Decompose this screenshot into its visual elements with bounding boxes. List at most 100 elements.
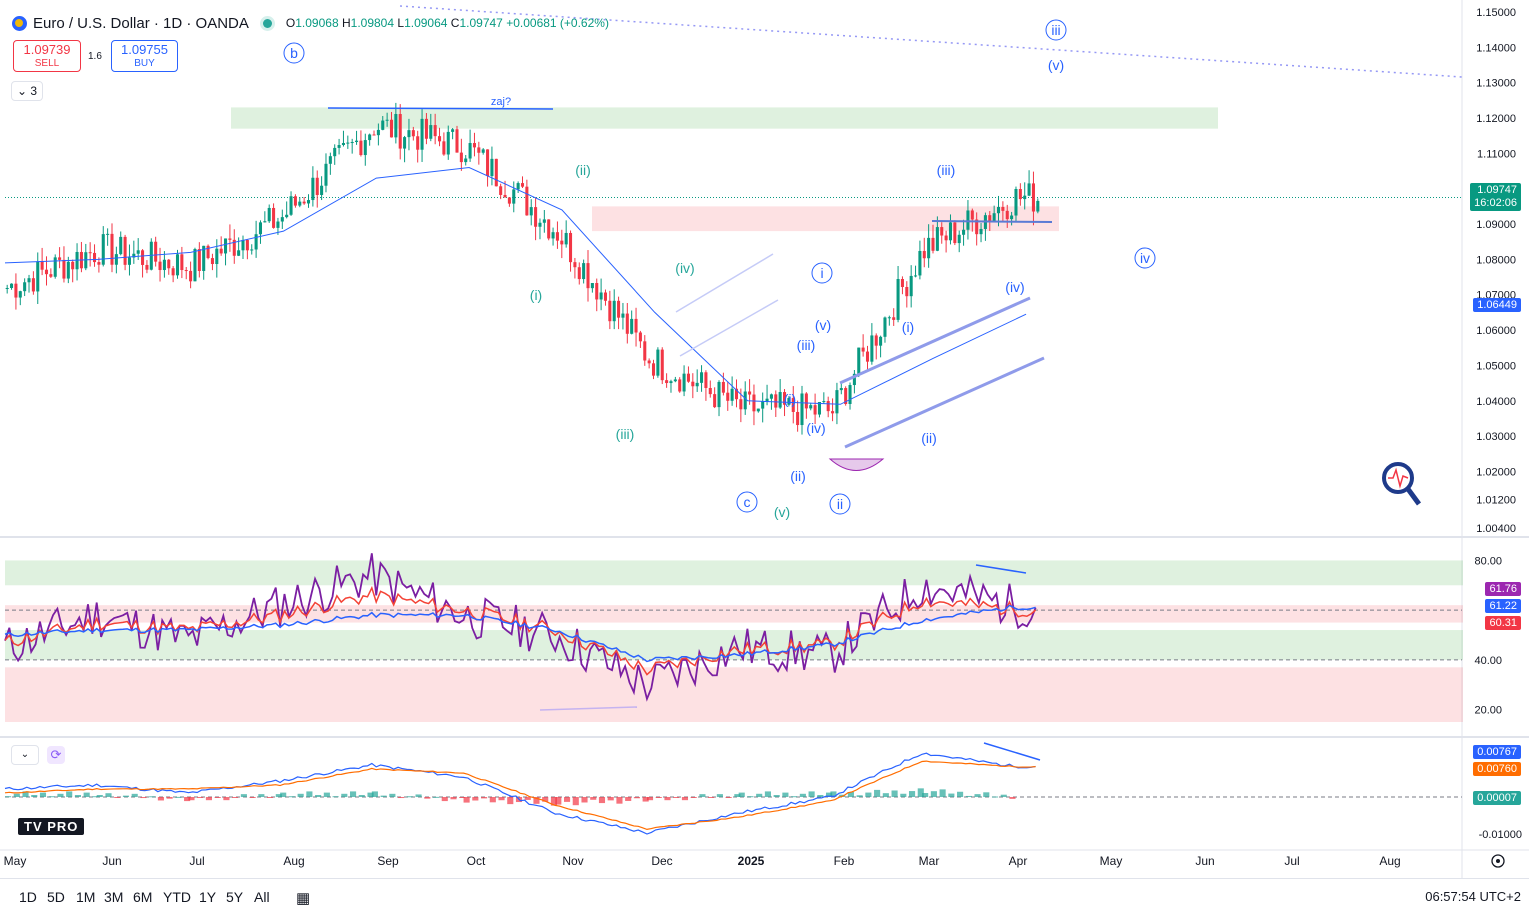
macd-histogram-bar: [188, 797, 195, 801]
candle-body: [730, 388, 734, 401]
macd-histogram-bar: [323, 792, 330, 797]
candle-body: [1001, 206, 1005, 211]
magnifier-handle: [1405, 487, 1422, 506]
tradingview-logo: TV PRO: [18, 818, 85, 835]
macd-histogram-bar: [232, 797, 239, 798]
macd-collapse-button[interactable]: ⌄: [11, 745, 39, 765]
timeframe-1d[interactable]: 1D: [19, 889, 37, 905]
macd-histogram-bar: [826, 792, 833, 797]
clock[interactable]: 06:57:54 UTC+2: [1425, 889, 1521, 904]
macd-histogram-bar: [817, 795, 824, 797]
macd-histogram-bar: [166, 797, 173, 799]
candle-body: [800, 393, 804, 426]
wave-label-circle: [283, 42, 305, 64]
candle-body: [774, 394, 778, 408]
macd-histogram-bar: [205, 797, 212, 801]
macd-histogram-bar: [315, 795, 322, 797]
candle-body: [804, 393, 808, 409]
timeframe-3m[interactable]: 3M: [104, 889, 124, 905]
macd-histogram-bar: [306, 791, 313, 797]
macd-histogram-bar: [371, 791, 378, 797]
timeframe-all[interactable]: All: [254, 889, 270, 905]
spread-value: 1.6: [88, 51, 102, 62]
candle-body: [416, 136, 420, 150]
price-axis-label: 1.00400: [1476, 523, 1516, 535]
candle-body: [1018, 189, 1022, 200]
sell-button[interactable]: 1.09739 SELL: [13, 40, 81, 72]
channel-line: [675, 253, 774, 313]
candle-body: [464, 158, 468, 163]
macd-histogram-bar: [542, 797, 549, 802]
candle-body: [935, 227, 939, 251]
timeframe-6m[interactable]: 6M: [133, 889, 153, 905]
candle-body: [175, 254, 180, 276]
macd-histogram-bar: [908, 791, 916, 797]
buy-price: 1.09755: [121, 42, 168, 57]
macd-histogram-bar: [756, 793, 763, 797]
rsi-zone: [5, 667, 1463, 722]
macd-histogram-bar: [708, 797, 715, 798]
macd-histogram-bar: [48, 796, 55, 798]
candle-body: [429, 125, 433, 139]
macd-histogram-bar: [856, 795, 863, 797]
time-axis-label: Jun: [102, 854, 121, 868]
macd-histogram-bar: [799, 793, 806, 797]
indicators-collapse-button[interactable]: ⌄ 3: [11, 81, 43, 101]
candle-body: [245, 239, 249, 251]
candle-body: [193, 249, 197, 282]
candle-body: [241, 239, 245, 251]
candle-body: [311, 177, 315, 201]
candle-body: [590, 283, 594, 289]
sell-label: SELL: [34, 58, 60, 69]
candle-body: [970, 210, 974, 220]
macd-histogram-bar: [625, 797, 632, 801]
macd-histogram-bar: [642, 797, 649, 802]
channel-line: [679, 299, 779, 357]
macd-histogram-bar: [655, 797, 662, 798]
time-axis-label: Feb: [834, 854, 855, 868]
candle-body: [53, 257, 57, 277]
timeframe-1m[interactable]: 1M: [76, 889, 96, 905]
candle-body: [88, 252, 92, 254]
candle-body: [285, 214, 289, 218]
candle-body: [704, 372, 708, 388]
macd-histogram-bar: [1009, 797, 1016, 799]
timeframe-1y[interactable]: 1Y: [199, 889, 217, 905]
candle-body: [250, 249, 254, 251]
candle-body: [582, 263, 586, 280]
timeframe-ytd[interactable]: YTD: [163, 889, 191, 905]
candle-body: [708, 387, 712, 395]
candle-body: [656, 349, 660, 376]
price-axis-label: 1.05000: [1476, 360, 1516, 372]
refresh-icon[interactable]: ⟳: [47, 746, 65, 764]
timeframe-5y[interactable]: 5Y: [226, 889, 244, 905]
macd-histogram-bar: [808, 791, 815, 797]
zone-supply: [231, 107, 1218, 129]
candle-body: [381, 120, 385, 130]
macd-histogram-bar: [288, 796, 295, 798]
timeframe-5d[interactable]: 5D: [47, 889, 65, 905]
symbol-title[interactable]: Euro / U.S. Dollar · 1D · OANDA: [33, 14, 249, 32]
macd-axis-label: -0.01000: [1479, 829, 1522, 841]
candle-body: [224, 238, 228, 254]
candle-body: [5, 288, 9, 290]
candle-body: [267, 207, 271, 222]
macd-histogram-bar: [258, 794, 265, 797]
candle-body: [376, 129, 380, 136]
macd-histogram-bar: [197, 797, 204, 798]
wave-label-circle: [736, 491, 758, 513]
time-axis-label: Sep: [377, 854, 399, 868]
candle-body: [210, 258, 214, 265]
candle-body: [617, 300, 621, 318]
macd-histogram-bar: [699, 794, 706, 797]
date-range-icon[interactable]: ▦: [296, 890, 311, 907]
macd-histogram-bar: [157, 797, 164, 801]
buy-button[interactable]: 1.09755 BUY: [111, 40, 178, 72]
macd-histogram-bar: [874, 789, 881, 797]
time-axis-label: Nov: [562, 854, 583, 868]
symbol-logo-icon: [12, 15, 27, 31]
rsi-divergence-line: [975, 564, 1027, 574]
macd-histogram-bar: [900, 793, 907, 797]
wave-label: ii: [837, 496, 843, 512]
